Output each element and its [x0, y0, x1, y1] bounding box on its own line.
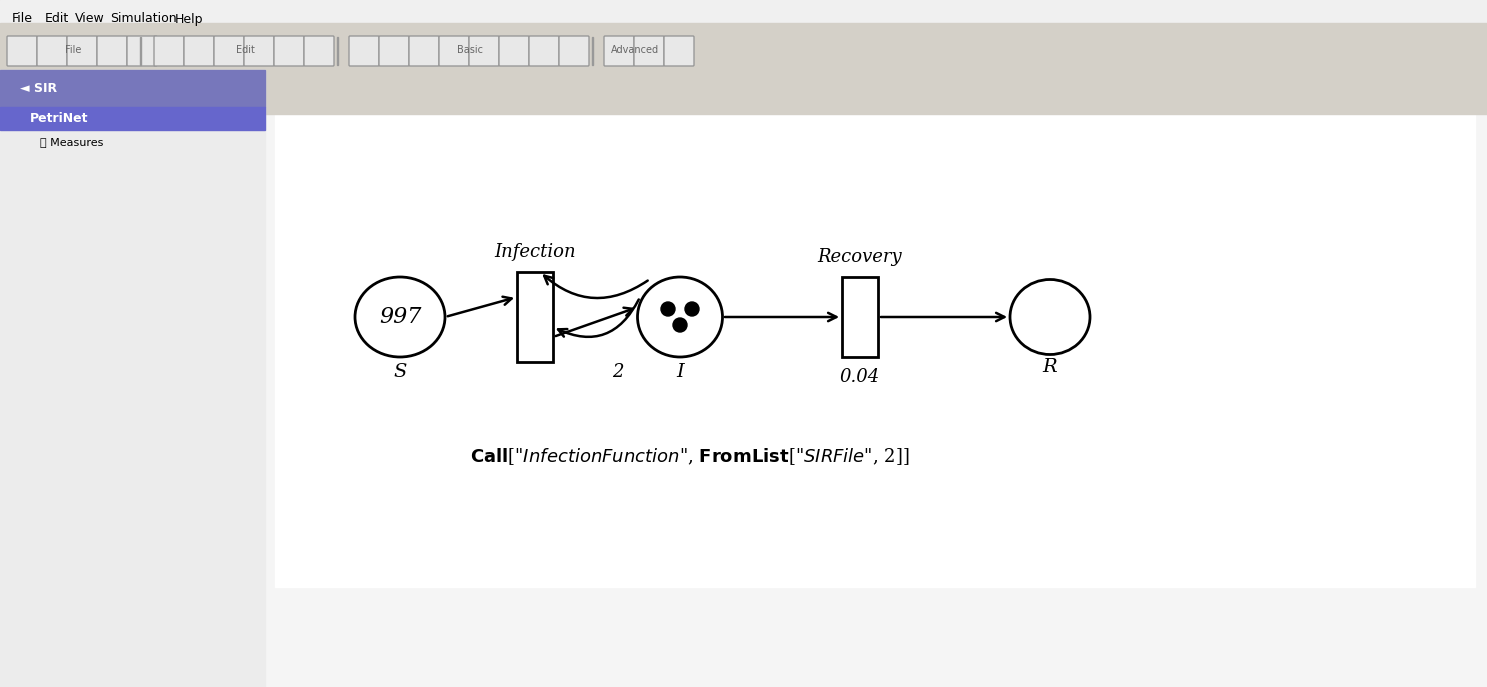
Text: $\mathbf{Call}$["$InfectionFunction$", $\mathbf{FromList}$["$SIRFile$", 2]]: $\mathbf{Call}$["$InfectionFunction$", $… — [470, 447, 910, 467]
Text: 997: 997 — [379, 306, 421, 328]
FancyBboxPatch shape — [604, 36, 633, 66]
FancyBboxPatch shape — [303, 36, 335, 66]
FancyBboxPatch shape — [409, 36, 439, 66]
FancyBboxPatch shape — [468, 36, 500, 66]
Text: File: File — [65, 45, 82, 55]
Text: 2: 2 — [611, 363, 623, 381]
FancyBboxPatch shape — [126, 36, 158, 66]
Text: Advanced: Advanced — [611, 45, 659, 55]
Circle shape — [662, 302, 675, 316]
Text: Basic: Basic — [457, 45, 483, 55]
FancyBboxPatch shape — [559, 36, 589, 66]
Circle shape — [674, 318, 687, 332]
Bar — [0, 70, 1487, 117]
FancyBboxPatch shape — [155, 36, 184, 66]
Text: 📊 Measures: 📊 Measures — [40, 137, 104, 147]
FancyArrowPatch shape — [544, 275, 648, 298]
FancyBboxPatch shape — [274, 36, 303, 66]
Text: PetriNet: PetriNet — [30, 113, 89, 126]
Text: Help: Help — [175, 12, 204, 25]
Circle shape — [686, 302, 699, 316]
Ellipse shape — [355, 277, 445, 357]
Text: ◄ SIR: ◄ SIR — [19, 82, 57, 95]
Bar — [275, 112, 1475, 587]
Text: Edit: Edit — [235, 45, 254, 55]
Bar — [0, 70, 265, 107]
Text: View: View — [74, 12, 104, 25]
Bar — [0, 107, 265, 130]
FancyBboxPatch shape — [529, 36, 559, 66]
FancyBboxPatch shape — [7, 36, 37, 66]
FancyBboxPatch shape — [349, 36, 379, 66]
FancyBboxPatch shape — [500, 36, 529, 66]
Text: 0.04: 0.04 — [840, 368, 880, 386]
Bar — [517, 272, 553, 362]
FancyBboxPatch shape — [37, 36, 67, 66]
FancyBboxPatch shape — [244, 36, 274, 66]
FancyBboxPatch shape — [214, 36, 244, 66]
Bar — [0, 0, 1487, 37]
Ellipse shape — [1010, 280, 1090, 354]
Text: Infection: Infection — [494, 243, 575, 261]
Text: Recovery: Recovery — [818, 248, 903, 266]
Text: File: File — [12, 12, 33, 25]
FancyBboxPatch shape — [379, 36, 409, 66]
Bar — [0, 70, 265, 687]
Text: Simulation: Simulation — [110, 12, 177, 25]
Text: S: S — [394, 363, 406, 381]
Bar — [842, 277, 877, 357]
Bar — [265, 70, 1487, 687]
FancyArrowPatch shape — [558, 300, 639, 337]
Bar — [0, 23, 1487, 70]
Bar — [265, 70, 1487, 114]
Bar — [0, 0, 1487, 70]
FancyBboxPatch shape — [184, 36, 214, 66]
Text: I: I — [677, 363, 684, 381]
Bar — [0, 70, 265, 687]
FancyBboxPatch shape — [439, 36, 468, 66]
FancyBboxPatch shape — [97, 36, 126, 66]
Ellipse shape — [638, 277, 723, 357]
FancyBboxPatch shape — [633, 36, 665, 66]
Text: R: R — [1042, 358, 1057, 376]
Text: Edit: Edit — [45, 12, 70, 25]
FancyBboxPatch shape — [665, 36, 694, 66]
FancyBboxPatch shape — [67, 36, 97, 66]
